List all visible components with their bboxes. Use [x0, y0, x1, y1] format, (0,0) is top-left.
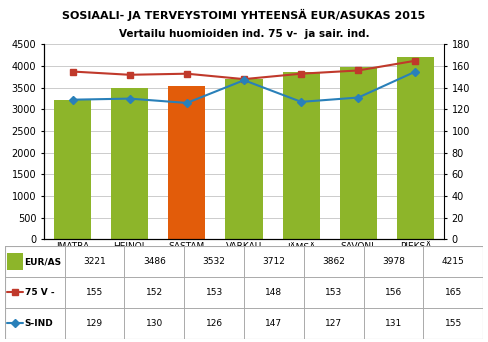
Text: 3532: 3532	[203, 257, 225, 266]
Text: 130: 130	[146, 319, 163, 328]
Text: 148: 148	[265, 288, 283, 297]
Text: Vertailu huomioiden ind. 75 v-  ja sair. ind.: Vertailu huomioiden ind. 75 v- ja sair. …	[119, 29, 369, 39]
Text: 165: 165	[445, 288, 462, 297]
Text: 3221: 3221	[83, 257, 106, 266]
Text: 75 V -: 75 V -	[24, 288, 54, 297]
Text: S-IND: S-IND	[24, 319, 53, 328]
Text: 155: 155	[445, 319, 462, 328]
Text: 155: 155	[86, 288, 103, 297]
Text: 3862: 3862	[322, 257, 345, 266]
Text: 3978: 3978	[382, 257, 405, 266]
Bar	[225, 79, 263, 239]
Text: 152: 152	[146, 288, 163, 297]
Text: 129: 129	[86, 319, 103, 328]
Bar	[340, 67, 377, 239]
Text: EUR/AS: EUR/AS	[24, 257, 62, 266]
Bar	[397, 57, 434, 239]
Text: 153: 153	[325, 288, 342, 297]
Text: SOSIAALI- JA TERVEYSTOIMI YHTEENSÄ EUR/ASUKAS 2015: SOSIAALI- JA TERVEYSTOIMI YHTEENSÄ EUR/A…	[62, 9, 426, 21]
Text: 147: 147	[265, 319, 283, 328]
Bar	[7, 253, 23, 270]
Text: 4215: 4215	[442, 257, 465, 266]
Bar	[283, 72, 320, 239]
Bar	[168, 87, 205, 239]
Text: 126: 126	[205, 319, 223, 328]
Text: 156: 156	[385, 288, 402, 297]
Text: 127: 127	[325, 319, 342, 328]
Text: 3486: 3486	[143, 257, 166, 266]
Text: 153: 153	[205, 288, 223, 297]
Bar	[54, 100, 91, 239]
Text: 3712: 3712	[263, 257, 285, 266]
Bar	[111, 88, 148, 239]
Text: 131: 131	[385, 319, 402, 328]
